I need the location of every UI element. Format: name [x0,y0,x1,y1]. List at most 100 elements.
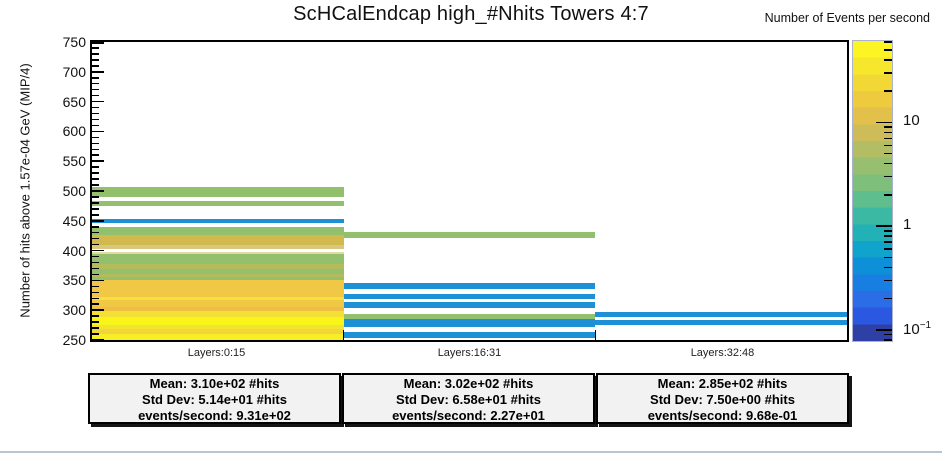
stat-mean: Mean: 3.10e+02 #hits [149,376,280,391]
y-minor-tick [92,214,99,216]
colorbar-minor-tick [884,339,892,341]
histogram-band [343,232,596,239]
y-tick-label: 250 [62,332,86,348]
y-minor-tick [92,77,99,79]
y-minor-tick [92,178,99,180]
y-minor-tick [92,136,99,139]
histogram-band [343,301,596,308]
y-major-tick [92,338,104,340]
stat-events: events/second: 9.31e+02 [138,408,291,424]
y-minor-tick [92,59,99,61]
histogram-band [343,318,596,327]
x-category-label: Layers:32:48 [690,347,755,359]
colorbar-minor-tick [884,235,892,237]
y-minor-tick [92,321,99,323]
y-tick-label: 500 [62,183,86,199]
y-major-tick [92,309,104,311]
histogram-band [92,276,344,280]
y-minor-tick [92,237,99,240]
chart-title: ScHCalEndcap high_#Nhits Towers 4:7 [293,3,649,25]
colorbar-minor-tick [884,279,892,282]
y-minor-tick [92,172,99,174]
y-minor-tick [92,94,99,97]
x-bin-boundary-tick [342,330,345,340]
colorbar [852,40,893,342]
histogram-band [92,329,344,335]
y-tick-label: 400 [62,242,86,259]
stat-events: events/second: 2.27e+01 [392,408,545,424]
y-tick-label: 600 [62,123,86,140]
y-minor-tick [92,112,99,115]
colorbar-minor-tick [884,194,892,196]
colorbar-tick-label: 1 [903,216,912,234]
y-minor-tick [92,166,99,168]
histogram-bands-layer [92,42,847,340]
stat-mean: Mean: 2.85e+02 #hits [657,376,788,391]
y-minor-tick [92,291,99,294]
histogram-band [595,320,847,326]
histogram-band [343,282,596,290]
histogram-band [92,273,344,277]
y-major-tick [92,220,104,222]
colorbar-minor-tick [884,72,892,74]
colorbar-minor-tick [884,241,892,243]
histogram-band [92,235,344,245]
histogram-band [595,311,847,317]
y-minor-tick [92,142,99,145]
y-tick-label: 350 [62,272,86,289]
stat-stddev: Std Dev: 7.50e+00 #hits [650,392,795,408]
histogram-band [92,252,344,255]
colorbar-major-tick [876,225,892,227]
histogram-band [92,226,344,236]
colorbar-minor-tick [884,90,892,92]
y-minor-tick [92,285,99,288]
y-minor-tick [92,124,99,127]
y-tick-label: 450 [62,212,86,229]
y-major-tick [92,279,104,282]
x-category-label: Layers:0:15 [187,347,246,359]
y-minor-tick [92,231,99,234]
stat-events: events/second: 9.68e-01 [647,408,798,424]
y-minor-tick [92,196,99,198]
y-minor-tick [92,53,99,55]
colorbar-title: Number of Events per second [764,11,930,25]
y-minor-tick [92,226,99,228]
y-minor-tick [92,261,99,264]
histogram-band [92,306,344,312]
stats-box-layers-32-48: Mean: 2.85e+02 #hits Std Dev: 7.50e+00 #… [596,373,849,424]
y-minor-tick [92,47,99,49]
colorbar-minor-tick [884,49,892,51]
y-tick-label: 750 [62,34,86,50]
x-bin-boundary-tick [594,330,597,340]
histogram-band [92,311,344,317]
y-minor-tick [92,88,99,91]
colorbar-minor-tick [884,248,892,250]
y-minor-tick [92,267,99,270]
y-minor-tick [92,65,99,67]
histogram-band [92,334,344,340]
x-category-label: Layers:16:31 [437,347,502,359]
colorbar-minor-tick [884,266,892,269]
y-axis-label: Number of hits above 1.57e-04 GeV (MIP/4… [17,63,33,318]
colorbar-tick-label: 10−1 [903,319,932,338]
histogram-band [92,297,344,301]
colorbar-minor-tick [884,162,892,165]
histogram-band [343,293,596,300]
colorbar-minor-tick [884,230,892,232]
stats-box-layers-16-31: Mean: 3.02e+02 #hits Std Dev: 6.58e+01 #… [342,373,595,424]
y-major-tick [92,190,104,192]
axis-ticks-layer [92,42,847,340]
y-minor-tick [92,273,99,276]
stat-stddev: Std Dev: 5.14e+01 #hits [142,392,287,408]
histogram-band [92,316,344,326]
colorbar-minor-tick [884,297,892,300]
colorbar-minor-tick [884,144,892,147]
y-minor-tick [92,82,99,85]
colorbar-minor-tick [884,333,892,336]
histogram-band [92,325,344,330]
y-major-tick [92,71,104,73]
y-major-tick [92,249,104,252]
plot-frame [90,40,849,342]
histogram-band [92,187,344,197]
colorbar-minor-tick [884,59,892,61]
